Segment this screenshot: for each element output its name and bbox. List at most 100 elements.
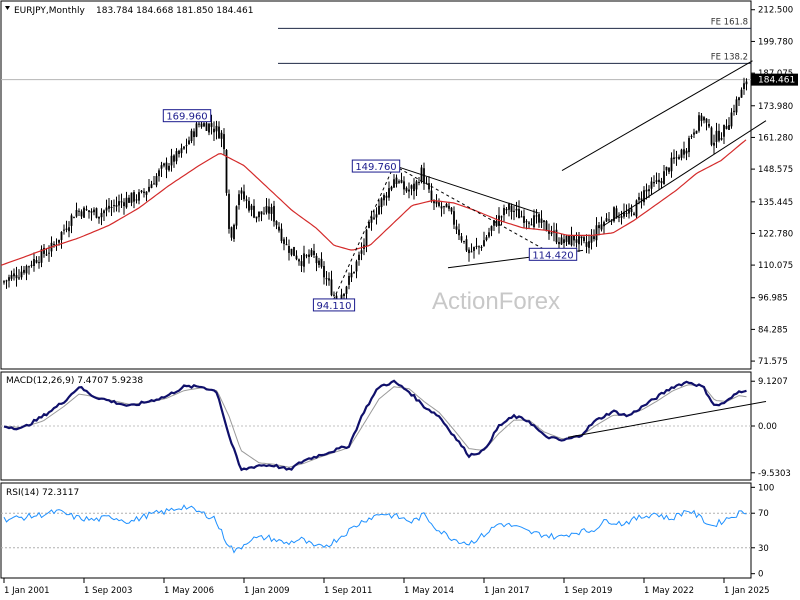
price-callout-box <box>162 109 212 123</box>
collapse-arrow-icon[interactable] <box>5 6 10 10</box>
price-bar-body <box>678 156 680 159</box>
price-bar-body <box>288 245 290 253</box>
price-bar-body <box>225 150 228 193</box>
price-bar-body <box>213 128 215 133</box>
price-bar-body <box>445 204 448 208</box>
price-callout-box <box>312 298 356 312</box>
price-bar-body <box>333 294 335 296</box>
price-bar-body <box>638 197 640 200</box>
price-bar-body <box>708 123 710 127</box>
price-bar-body <box>673 157 675 159</box>
price-bar-body <box>503 207 505 216</box>
price-bar-body <box>208 123 210 133</box>
price-bar-body <box>68 227 70 232</box>
price-bar-body <box>390 186 393 190</box>
time-tick-label: 1 Sep 2019 <box>564 586 612 596</box>
price-bar-body <box>198 123 200 125</box>
price-tick-label: 212.500 <box>758 6 793 16</box>
price-bar-body <box>440 206 443 209</box>
price-bar-body <box>65 228 68 230</box>
last-price-label: 184.461 <box>758 76 795 86</box>
price-bar-body <box>33 259 35 267</box>
price-bar-body <box>200 123 203 127</box>
price-bar-body <box>568 235 570 245</box>
macd-axis-ticks: 9.1207 0.00 -9.5303 <box>751 377 791 479</box>
time-tick-label: 1 Jan 2009 <box>244 586 290 596</box>
price-bar-body <box>233 224 235 240</box>
price-bar-body <box>578 236 580 245</box>
price-bar-body <box>435 201 438 204</box>
price-bar-body <box>43 247 45 254</box>
price-bar-body <box>703 117 705 121</box>
price-bar-body <box>80 211 83 217</box>
price-bar-body <box>158 170 160 177</box>
price-bar-body <box>215 125 218 132</box>
price-bar-body <box>63 229 65 231</box>
price-bar-body <box>283 239 285 244</box>
price-bar-body <box>558 241 560 245</box>
price-bar-body <box>588 241 590 248</box>
price-bar-body <box>618 216 620 218</box>
price-bar-body <box>480 246 483 248</box>
price-bar-body <box>608 219 610 221</box>
price-bar-body <box>695 130 698 134</box>
price-tick-label: 148.575 <box>758 165 793 175</box>
price-bar-body <box>448 205 450 209</box>
price-bar-body <box>525 221 528 223</box>
price-bar-body <box>275 221 278 226</box>
rsi-tick-label: 100 <box>758 483 774 493</box>
price-bar-body <box>188 140 190 145</box>
price-bar-body <box>388 188 390 198</box>
rsi-pane: 100 70 30 0 RSI(14) 72.3117 <box>0 482 774 580</box>
price-bar-body <box>648 189 650 192</box>
price-bar-body <box>310 250 313 256</box>
price-bar-body <box>538 214 540 223</box>
price-bar-body <box>350 272 353 278</box>
fibonacci-lines: FE 161.8 FE 138.2 <box>1 17 751 81</box>
price-bar-body <box>508 203 510 210</box>
price-bar-body <box>628 209 630 214</box>
price-bar-body <box>128 197 130 203</box>
price-bar-body <box>623 211 625 217</box>
price-bar-body <box>228 193 230 229</box>
price-bar-body <box>248 200 250 211</box>
price-bar-body <box>728 125 730 130</box>
price-bar-body <box>730 112 733 127</box>
price-bar-body <box>738 97 740 101</box>
price-bar-body <box>258 211 260 218</box>
price-bar-body <box>220 132 223 139</box>
price-bar-body <box>475 245 478 247</box>
price-bar-body <box>688 138 690 153</box>
price-bar-body <box>720 138 723 140</box>
price-bar-body <box>113 205 115 207</box>
price-bar-body <box>635 200 638 217</box>
price-bar-body <box>88 210 90 213</box>
price-bar-body <box>245 199 248 201</box>
price-callout-label: 169.960 <box>166 112 207 123</box>
price-bar-body <box>518 208 520 219</box>
price-bar-body <box>360 250 363 254</box>
price-bar-body <box>415 181 418 190</box>
price-bar-body <box>680 149 683 158</box>
price-bar-body <box>655 180 658 182</box>
time-tick-label: 1 May 2014 <box>404 586 454 596</box>
price-bar-body <box>500 216 503 218</box>
moving-average-line <box>0 139 747 266</box>
price-bar-body <box>565 235 568 242</box>
price-bar-body <box>575 239 578 243</box>
price-bar-body <box>5 280 8 282</box>
price-bar-body <box>260 211 263 215</box>
price-bar-body <box>495 221 498 226</box>
price-bar-body <box>358 254 360 261</box>
price-bar-body <box>413 183 415 192</box>
rsi-tick-label: 30 <box>758 544 769 554</box>
price-bar-body <box>735 99 738 113</box>
price-bar-body <box>250 205 253 210</box>
price-bar-body <box>280 228 283 242</box>
rsi-pane-frame <box>0 482 752 579</box>
price-bar-body <box>705 118 708 123</box>
price-bar-body <box>740 89 743 98</box>
price-bar-body <box>265 206 268 213</box>
price-bar-body <box>510 205 513 213</box>
price-bar-body <box>130 192 133 203</box>
